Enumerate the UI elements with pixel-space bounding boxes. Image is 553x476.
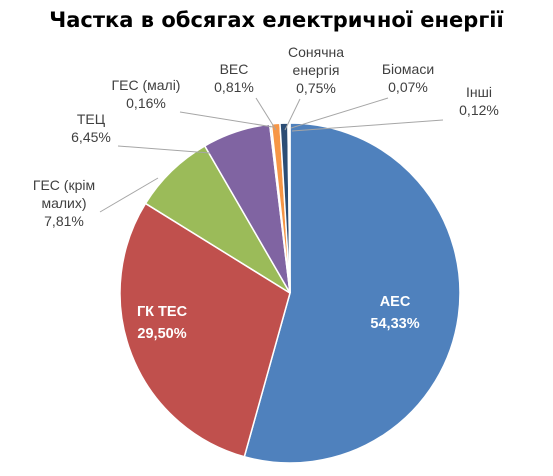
slice-value-9: 0,12% [459, 102, 499, 118]
leader-line-6 [255, 97, 277, 131]
slice-label-2: ГК ТЕС [137, 304, 188, 320]
slice-label-9: Інші [466, 84, 492, 100]
slice-label-8: Біомаси [382, 61, 434, 77]
leader-line-8 [290, 97, 389, 129]
leader-line-4 [117, 145, 211, 154]
slice-value-7: 0,75% [296, 80, 336, 96]
slice-label-4: ТЕЦ [77, 111, 106, 127]
slice-label-6: ВЕС [220, 61, 249, 77]
slice-label-1: АЕС [380, 294, 411, 310]
leader-line-5 [179, 111, 274, 128]
leader-line-9 [291, 119, 444, 132]
pie-slice-1 [243, 122, 461, 464]
leader-line-7 [284, 98, 301, 131]
slice-value-3: 7,81% [44, 213, 84, 229]
slice-label-3: ГЕС (крім малих) [33, 177, 95, 211]
slice-value-4: 6,45% [71, 129, 111, 145]
slice-label-5: ГЕС (малі) [112, 77, 181, 93]
slice-value-1: 54,33% [370, 316, 419, 332]
chart-title: Частка в обсягах електричної енергії [49, 8, 504, 32]
slice-value-5: 0,16% [126, 95, 166, 111]
leader-line-3 [99, 177, 159, 213]
slice-label-7: Сонячна енергія [288, 44, 344, 78]
slice-value-2: 29,50% [137, 326, 186, 342]
slice-value-8: 0,07% [388, 79, 428, 95]
slice-value-6: 0,81% [214, 79, 254, 95]
